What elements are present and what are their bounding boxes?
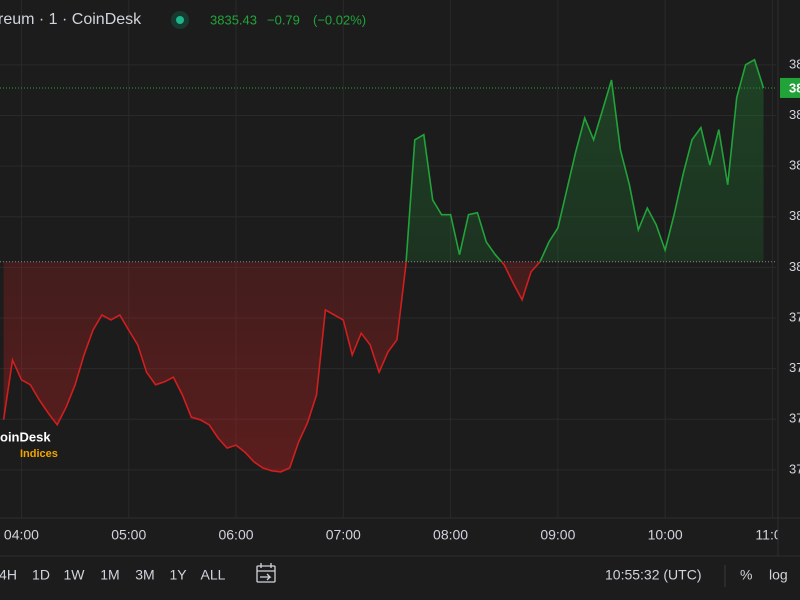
area-down [3, 261, 764, 472]
range-button[interactable]: 4H [0, 567, 17, 583]
percent-toggle[interactable]: % [740, 567, 752, 583]
y-tick-label: 3820 [789, 158, 800, 173]
x-tick-label: 06:00 [218, 527, 253, 543]
plot [0, 58, 776, 473]
price-label: 3835.43 [789, 80, 800, 95]
header-price: 3835.43 [210, 12, 257, 27]
y-tick-label: 3810 [789, 208, 800, 223]
range-button[interactable]: 3M [135, 567, 154, 583]
y-tick-label: 3790 [789, 309, 800, 324]
y-tick-label: 3840 [789, 56, 800, 71]
y-tick-label: 3830 [789, 107, 800, 122]
x-tick-label: 07:00 [326, 527, 361, 543]
axes: 04:00 05:00 06:00 07:00 08:00 09:00 10:00 11:00… [4, 0, 800, 556]
header-change: −0.79 [267, 12, 300, 27]
price-line-up [405, 58, 765, 262]
chart-title: reum · 1 · CoinDesk [0, 11, 142, 28]
x-tick-label: 08:00 [433, 527, 468, 543]
x-tick-label: 10:00 [648, 527, 683, 543]
x-tick-label: 04:00 [4, 527, 39, 543]
area-up [406, 59, 764, 262]
toolbar: 10:55:32 (UTC) % log 4H 1D 1W 1M 3M 1Y ALL [0, 563, 788, 587]
range-button[interactable]: 1Y [169, 567, 187, 583]
range-button[interactable]: 1W [64, 567, 86, 583]
status-dot [176, 16, 184, 24]
clock: 10:55:32 (UTC) [605, 567, 701, 583]
watermark-sub: Indices [20, 448, 58, 460]
y-tick-label: 3770 [789, 411, 800, 426]
x-tick-label: 05:00 [111, 527, 146, 543]
price-scale [778, 0, 800, 556]
y-tick-label: 3760 [789, 461, 800, 476]
range-button[interactable]: 1D [32, 567, 50, 583]
y-tick-label: 3780 [789, 360, 800, 375]
header-change-pct: (−0.02%) [313, 12, 366, 27]
y-tick-label: 3800 [789, 259, 800, 274]
x-tick-label: 09:00 [540, 527, 575, 543]
calendar-icon[interactable] [256, 563, 276, 583]
log-toggle[interactable]: log [769, 567, 788, 583]
watermark: oinDesk [0, 429, 51, 444]
range-button[interactable]: 1M [100, 567, 119, 583]
grid [0, 0, 776, 518]
price-label-box [780, 77, 800, 98]
range-button[interactable]: ALL [201, 567, 226, 583]
price-line-down [2, 261, 541, 473]
